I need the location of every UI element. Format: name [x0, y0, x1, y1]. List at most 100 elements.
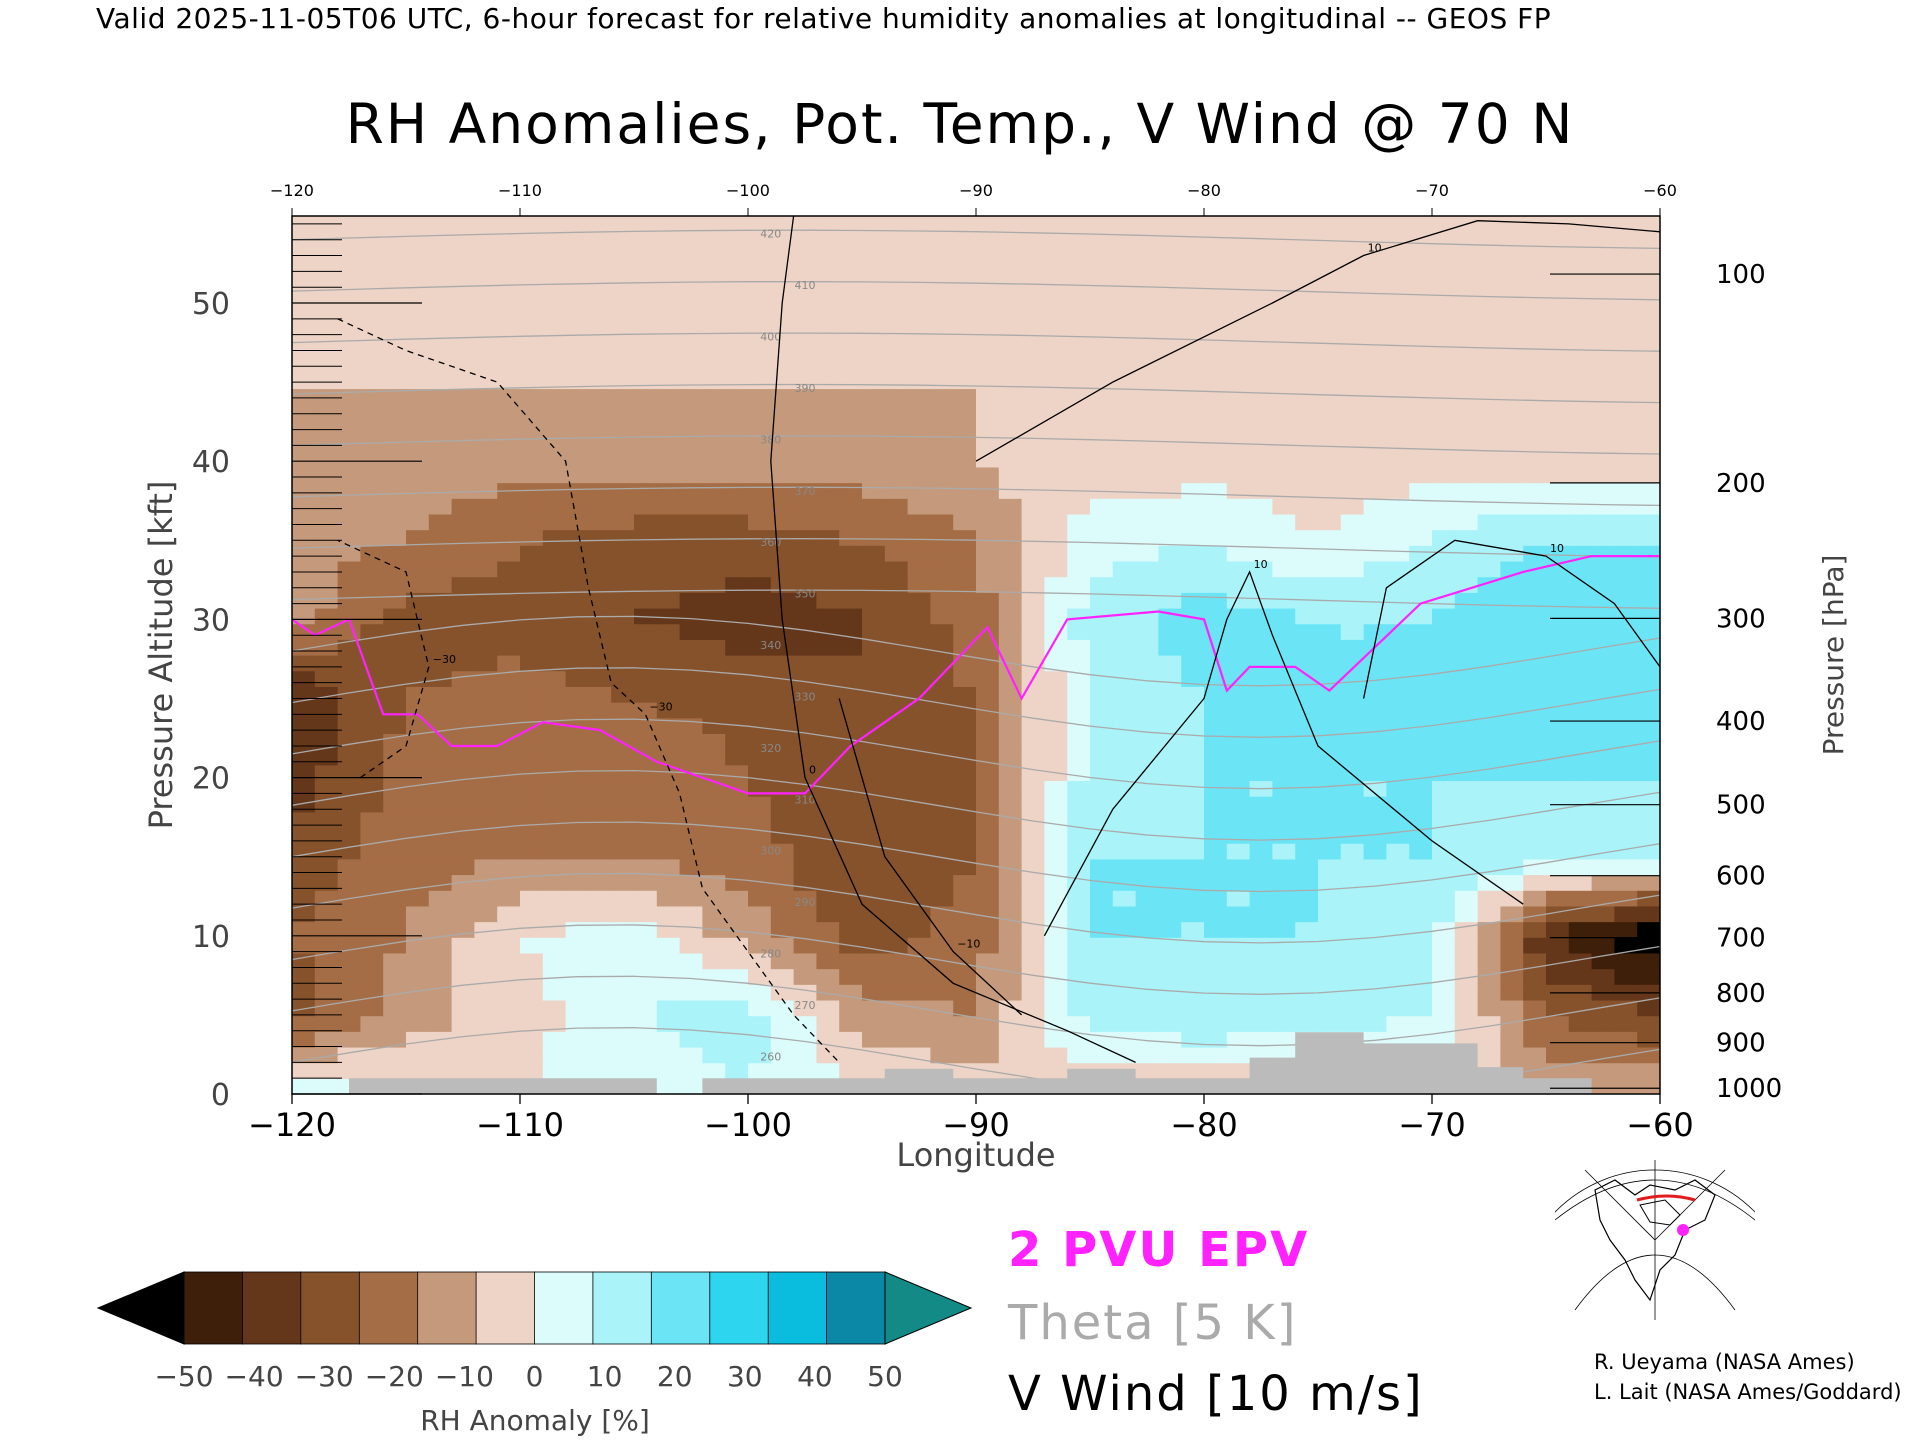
rh-cell — [656, 874, 681, 891]
rh-cell — [748, 733, 772, 750]
rh-cell — [816, 592, 840, 609]
rh-cell — [497, 843, 521, 860]
rh-cell — [1226, 984, 1251, 1001]
rh-cell — [679, 717, 703, 734]
rh-cell — [1135, 498, 1159, 515]
rh-cell — [1204, 372, 1228, 390]
rh-cell — [1112, 607, 1137, 625]
rh-cell — [884, 466, 909, 484]
rh-cell — [451, 984, 475, 1001]
rh-cell — [360, 733, 384, 750]
rh-cell — [907, 529, 931, 546]
theta-contour — [292, 821, 1660, 893]
rh-cell — [1454, 890, 1479, 907]
rh-cell — [1409, 655, 1433, 672]
rh-cell — [1021, 780, 1045, 797]
rh-cell — [884, 1031, 909, 1048]
rh-cell — [542, 937, 567, 954]
rh-cell — [770, 435, 795, 452]
rh-cell — [1340, 263, 1365, 280]
rh-cell — [1067, 811, 1091, 829]
rh-cell — [497, 294, 521, 311]
rh-cell — [1067, 435, 1091, 452]
rh-cell — [1272, 874, 1296, 891]
rh-cell — [725, 294, 749, 311]
rh-cell — [1021, 1062, 1045, 1079]
rh-cell — [497, 858, 521, 876]
rh-cell — [1477, 466, 1501, 484]
rh-cell — [383, 357, 407, 374]
rh-cell — [1363, 404, 1387, 421]
rh-cell — [1568, 717, 1593, 734]
rh-cell — [314, 357, 339, 374]
rh-cell — [976, 482, 1000, 499]
theta-contour — [292, 718, 1660, 790]
rh-cell — [884, 999, 909, 1017]
rh-cell — [1226, 247, 1251, 264]
rh-cell — [702, 498, 726, 515]
rh-cell — [1637, 404, 1660, 421]
rh-cell — [1181, 592, 1205, 609]
rh-cell — [1340, 372, 1365, 390]
rh-cell — [1637, 466, 1660, 484]
rh-cell — [1249, 999, 1273, 1017]
rh-cell — [1090, 655, 1114, 672]
rh-cell — [451, 325, 475, 343]
rh-cell — [520, 655, 544, 672]
rh-cell — [1295, 419, 1319, 437]
rh-cell — [1318, 607, 1342, 625]
rh-cell — [1409, 639, 1433, 656]
rh-cell — [1295, 513, 1319, 531]
rh-cell — [1386, 733, 1410, 750]
rh-cell — [1340, 905, 1365, 923]
rh-cell — [1591, 1015, 1615, 1032]
rh-cell — [1044, 310, 1068, 327]
rh-cell — [565, 545, 589, 562]
rh-cell — [953, 357, 977, 374]
rh-cell — [428, 733, 453, 750]
rh-cell — [1363, 357, 1387, 374]
rh-cell — [383, 231, 407, 248]
rh-cell — [1432, 890, 1456, 907]
rh-cell — [406, 937, 430, 954]
rh-cell — [520, 858, 544, 876]
rh-cell — [1158, 937, 1182, 954]
rh-cell — [1432, 529, 1456, 546]
rh-cell — [1591, 435, 1615, 452]
rh-cell — [611, 764, 635, 782]
rh-cell — [748, 937, 772, 954]
rh-cell — [565, 921, 589, 938]
rh-cell — [360, 466, 384, 484]
rh-cell — [588, 890, 612, 907]
rh-cell — [634, 388, 658, 405]
rh-cell — [497, 749, 521, 766]
rh-cell — [702, 247, 726, 264]
rh-cell — [793, 655, 817, 672]
rh-cell — [770, 764, 795, 782]
rh-cell — [656, 419, 681, 437]
rh-cell — [1591, 1046, 1615, 1064]
rh-cell — [1249, 435, 1273, 452]
rh-cell — [1386, 357, 1410, 374]
rh-cell — [383, 263, 407, 280]
rh-cell — [428, 921, 453, 938]
rh-cell — [1477, 607, 1501, 625]
rh-cell — [1181, 372, 1205, 390]
rh-cell — [862, 717, 886, 734]
rh-cell — [1340, 733, 1365, 750]
rh-cell — [520, 513, 544, 531]
rh-cell — [1226, 592, 1251, 609]
rh-cell — [1568, 921, 1593, 938]
rh-cell — [748, 357, 772, 374]
rh-cell — [679, 404, 703, 421]
rh-cell — [998, 435, 1023, 452]
rh-cell — [1249, 310, 1273, 327]
rh-cell — [428, 796, 453, 813]
rh-cell — [679, 874, 703, 891]
rh-cell — [702, 529, 726, 546]
rh-cell — [1500, 482, 1524, 499]
rh-cell — [1067, 341, 1091, 358]
rh-cell — [520, 231, 544, 248]
rh-cell — [839, 858, 863, 876]
rh-cell — [839, 1031, 863, 1048]
